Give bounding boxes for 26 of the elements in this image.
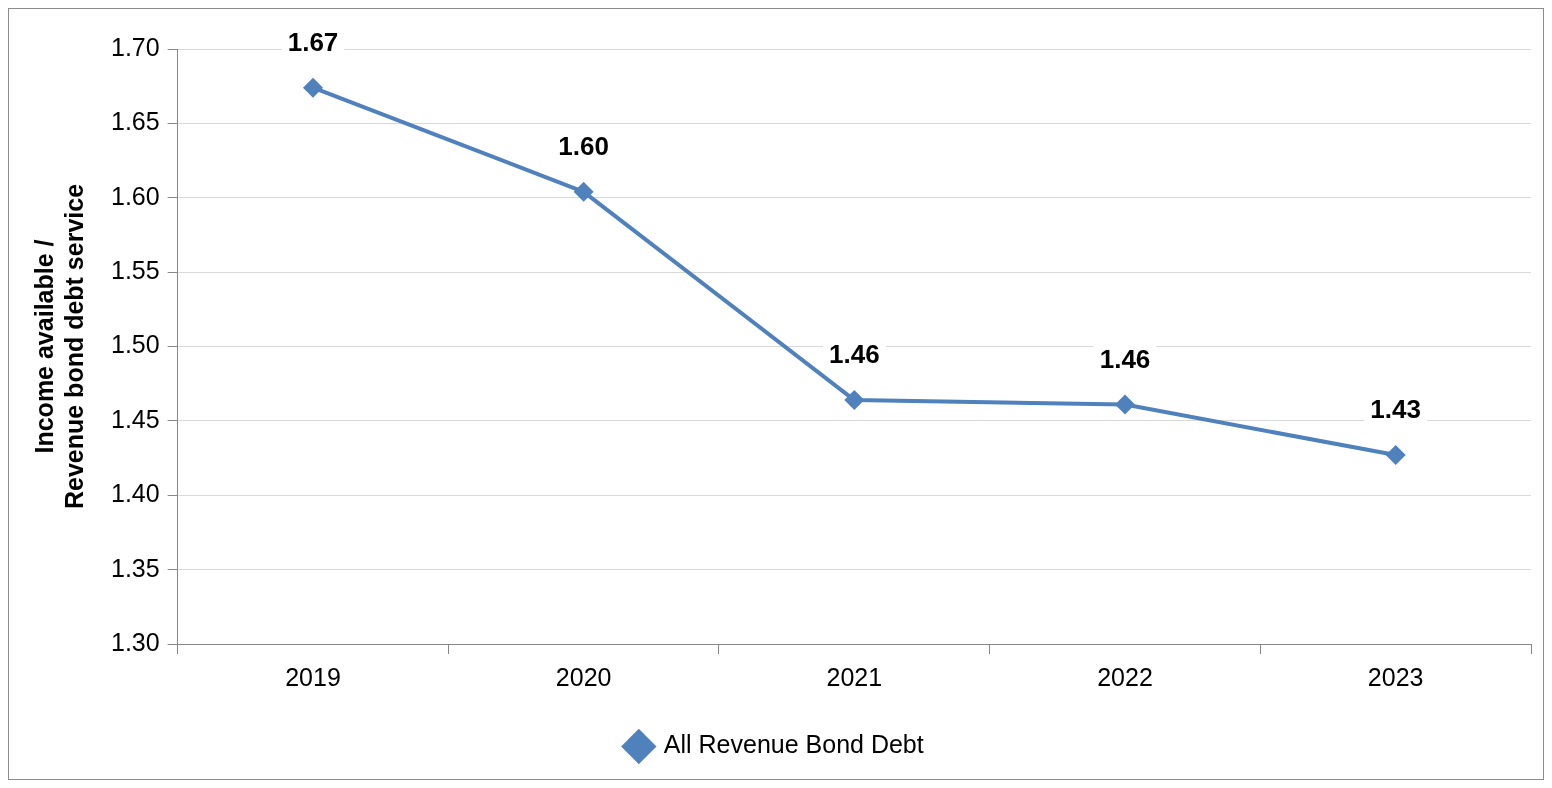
y-tick-label: 1.65 <box>110 107 160 136</box>
data-label: 1.67 <box>287 26 339 57</box>
legend-label: All Revenue Bond Debt <box>663 730 924 759</box>
data-label: 1.60 <box>558 130 609 161</box>
y-tick-label: 1.35 <box>110 553 160 582</box>
point <box>302 77 323 98</box>
x-tick-label: 2023 <box>1367 662 1424 691</box>
y-tick-label: 1.45 <box>110 404 160 433</box>
point <box>573 181 594 202</box>
y-tick-label: 1.40 <box>110 479 160 508</box>
data-label: 1.43 <box>1370 394 1421 425</box>
y-axis-title: Income available / Revenue bond debt service <box>29 183 88 510</box>
point <box>1115 394 1135 415</box>
x-tick-label: 2020 <box>555 662 612 691</box>
x-tick-label: 2022 <box>1097 662 1153 691</box>
y-tick-label: 1.30 <box>110 627 160 656</box>
y-tick-label: 1.55 <box>110 256 160 285</box>
y-tick-label: 1.50 <box>110 330 160 359</box>
data-label: 1.46 <box>829 339 880 370</box>
data-label: 1.46 <box>1099 343 1151 374</box>
x-tick-label: 2019 <box>285 662 341 691</box>
point <box>844 390 865 411</box>
y-tick-label: 1.70 <box>110 32 160 61</box>
x-tick-label: 2021 <box>826 662 883 691</box>
y-tick-label: 1.60 <box>110 181 160 210</box>
point <box>1385 445 1406 466</box>
